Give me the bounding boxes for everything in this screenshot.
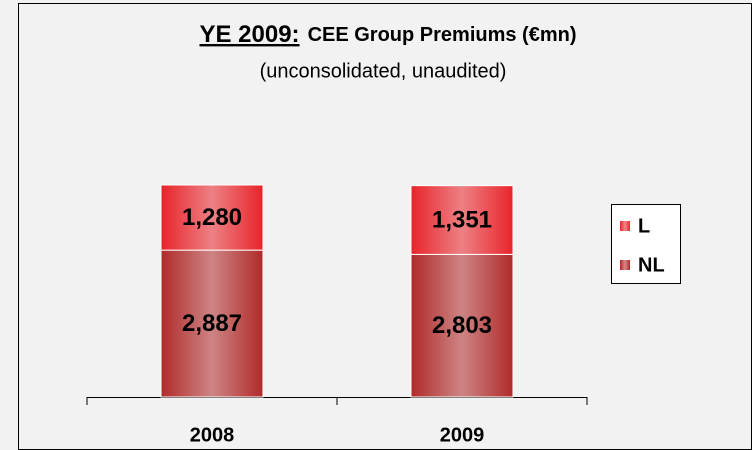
bar-segment	[410, 185, 514, 255]
bar-segment	[160, 249, 264, 398]
x-tick-label: 2008	[190, 424, 235, 446]
legend-label: L	[638, 215, 650, 237]
bar-segment	[410, 253, 514, 398]
bar-segment	[160, 184, 264, 251]
title-prefix: YE 2009:	[199, 21, 299, 48]
title-text: CEE Group Premiums (€mn)	[308, 24, 577, 46]
data-label: 1,280	[182, 204, 242, 231]
legend-box	[611, 204, 681, 284]
data-label: 1,351	[432, 206, 492, 233]
legend-swatch	[620, 221, 630, 231]
chart-title: YE 2009: CEE Group Premiums (€mn)	[199, 21, 576, 48]
data-label: 2,887	[182, 310, 242, 337]
chart-subtitle: (unconsolidated, unaudited)	[260, 60, 507, 82]
x-tick-label: 2009	[440, 424, 485, 446]
legend-swatch	[620, 260, 630, 270]
data-label: 2,803	[432, 312, 492, 339]
legend-label: NL	[638, 254, 665, 276]
